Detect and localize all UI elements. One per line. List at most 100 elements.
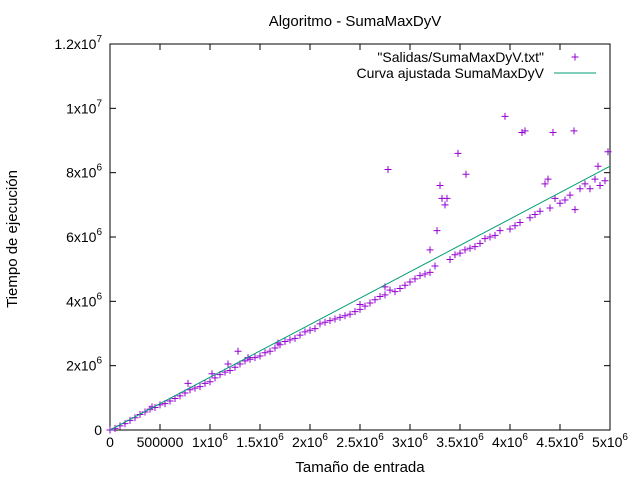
data-point — [433, 227, 441, 235]
plot-border — [109, 43, 611, 431]
data-point — [471, 243, 479, 251]
data-point — [604, 148, 612, 156]
data-point — [406, 278, 414, 286]
data-point — [551, 194, 559, 202]
data-point — [454, 149, 462, 157]
data-point — [296, 331, 304, 339]
data-point — [224, 360, 232, 368]
data-point — [246, 355, 254, 363]
data-point — [286, 336, 294, 344]
data-point — [544, 175, 552, 183]
data-point — [549, 128, 557, 136]
data-point — [196, 383, 204, 391]
x-tick-label: 1x106 — [192, 432, 228, 450]
data-point — [570, 127, 578, 135]
data-point — [191, 384, 199, 392]
data-point — [341, 312, 349, 320]
data-point — [486, 233, 494, 241]
data-point — [506, 225, 514, 233]
data-point — [481, 235, 489, 243]
data-point — [426, 246, 434, 254]
x-tick-label: 2x106 — [292, 432, 328, 450]
data-point — [291, 334, 299, 342]
data-point — [556, 199, 564, 207]
data-point — [466, 244, 474, 252]
data-point — [526, 214, 534, 222]
data-point — [601, 177, 609, 185]
tick-labels: 0 500000 1x106 1.5x106 2x106 2.5x106 3x106 3.5x… — [54, 34, 628, 450]
x-tick-label: 1.5x106 — [236, 432, 284, 450]
data-point — [516, 219, 524, 227]
data-point — [326, 317, 334, 325]
data-point — [536, 207, 544, 215]
y-tick-label: 4x106 — [66, 291, 102, 309]
x-tick-label: 3.5x106 — [436, 432, 484, 450]
legend-swatch-data — [571, 53, 579, 61]
data-point — [301, 328, 309, 336]
data-point — [496, 227, 504, 235]
data-point — [443, 194, 451, 202]
data-point — [596, 182, 604, 190]
data-point — [396, 284, 404, 292]
x-tick-label: 500000 — [137, 434, 184, 450]
data-point — [511, 222, 519, 230]
data-point — [426, 268, 434, 276]
x-tick-label: 4x106 — [492, 432, 528, 450]
data-point — [356, 301, 364, 309]
data-point — [501, 112, 509, 120]
data-point — [331, 315, 339, 323]
data-point — [421, 270, 429, 278]
legend: "Salidas/SumaMaxDyV.txt"Curva ajustada S… — [356, 49, 596, 81]
data-point — [206, 378, 214, 386]
data-point — [386, 286, 394, 294]
data-point — [411, 275, 419, 283]
data-point — [346, 310, 354, 318]
axes — [109, 43, 611, 431]
y-axis-label: Tiempo de ejecución — [4, 170, 21, 308]
data-point — [461, 246, 469, 254]
data-point — [376, 293, 384, 301]
data-point — [256, 352, 264, 360]
data-point — [531, 210, 539, 218]
data-point — [384, 165, 392, 173]
data-point — [541, 180, 549, 188]
data-point — [316, 320, 324, 328]
data-point — [266, 347, 274, 355]
y-tick-label: 2x106 — [66, 356, 102, 374]
data-point — [381, 291, 389, 299]
data-point — [211, 374, 219, 382]
data-point — [546, 204, 554, 212]
data-point — [416, 272, 424, 280]
data-point — [226, 366, 234, 374]
data-point — [586, 185, 594, 193]
x-tick-label: 5x106 — [592, 432, 628, 450]
data-point — [518, 128, 526, 136]
x-axis-label: Tamaño de entrada — [295, 459, 425, 476]
data-point — [251, 354, 259, 362]
data-point — [561, 196, 569, 204]
x-tick-label: 0 — [106, 434, 114, 450]
y-tick-label: 1x107 — [66, 98, 102, 116]
data-point — [476, 239, 484, 247]
data-point — [311, 325, 319, 333]
fit-line — [109, 165, 611, 431]
x-tick-label: 4.5x106 — [536, 432, 584, 450]
chart-title: Algoritmo - SumaMaxDyV — [269, 13, 442, 30]
data-point — [366, 299, 374, 307]
data-point — [431, 262, 439, 270]
data-point — [271, 344, 279, 352]
data-point — [566, 191, 574, 199]
data-point — [391, 288, 399, 296]
data-point — [281, 338, 289, 346]
data-point — [234, 347, 242, 355]
data-point — [306, 326, 314, 334]
y-tick-label: 0 — [94, 422, 102, 438]
y-tick-label: 8x106 — [66, 163, 102, 181]
legend-label-fit: Curva ajustada SumaMaxDyV — [356, 65, 544, 81]
data-point — [462, 170, 470, 178]
x-tick-label: 3x106 — [392, 432, 428, 450]
y-tick-label: 1.2x107 — [54, 34, 102, 52]
data-point — [231, 363, 239, 371]
data-point — [401, 281, 409, 289]
